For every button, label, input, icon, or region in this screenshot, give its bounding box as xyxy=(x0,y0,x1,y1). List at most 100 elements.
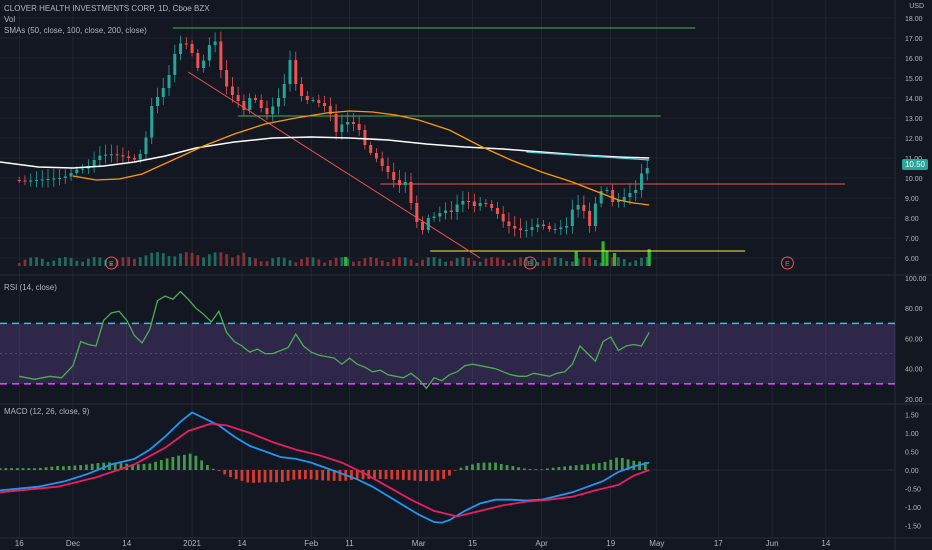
macd-histogram-bar xyxy=(102,462,106,470)
candle-body xyxy=(570,209,574,226)
macd-histogram-bar xyxy=(350,470,353,480)
macd-histogram-bar xyxy=(252,470,255,483)
macd-histogram-bar xyxy=(275,470,278,483)
volume-bar xyxy=(202,257,205,266)
price-tick-label-2: 16.00 xyxy=(905,56,923,63)
volume-bar xyxy=(524,257,528,266)
macd-histogram-bar xyxy=(27,468,31,470)
macd-histogram-bar xyxy=(188,453,192,470)
volume-bar xyxy=(190,252,194,266)
candle-body xyxy=(444,210,448,213)
macd-histogram-bar xyxy=(96,463,100,470)
volume-bar xyxy=(496,257,499,266)
rsi-tick-label-2: 60.00 xyxy=(905,336,923,343)
volume-bar xyxy=(432,257,436,266)
volume-bar xyxy=(542,260,545,266)
earnings-marker-1 xyxy=(523,256,537,270)
rsi-line xyxy=(19,290,650,390)
macd-histogram-bar xyxy=(217,470,221,471)
macd-histogram-bar xyxy=(569,465,572,470)
candle-body xyxy=(75,169,79,173)
volume-bar xyxy=(300,259,303,266)
volume-bar xyxy=(52,260,56,266)
earnings-marker-label-1: E xyxy=(528,261,533,268)
macd-histogram-bar xyxy=(580,464,584,470)
volume-bar xyxy=(340,257,344,266)
earnings-marker-0 xyxy=(104,256,118,270)
candle-body xyxy=(616,200,620,202)
volume-bar xyxy=(46,261,50,266)
price-tick-label-5: 13.00 xyxy=(905,116,923,123)
macd-histogram-bar xyxy=(603,461,607,470)
candle-body xyxy=(553,229,557,230)
candle-body xyxy=(524,230,528,231)
volume-bar xyxy=(167,256,171,266)
volume-bar xyxy=(305,257,309,266)
candle-body xyxy=(421,222,425,230)
candle-body xyxy=(69,173,73,177)
volume-bar xyxy=(23,259,27,266)
candle-body xyxy=(265,108,269,114)
x-tick-label-14: 14 xyxy=(821,539,830,548)
x-tick-label-9: Apr xyxy=(535,539,548,548)
macd-histogram-bar xyxy=(303,470,307,480)
volume-bar xyxy=(259,261,263,266)
macd-histogram-bar xyxy=(396,470,399,480)
volume-bar xyxy=(277,257,280,266)
candle-body xyxy=(63,176,67,178)
candle-body xyxy=(115,154,119,156)
volume-bar xyxy=(161,253,165,266)
macd-histogram-bar xyxy=(171,457,175,470)
x-tick-label-13: Jun xyxy=(766,539,779,548)
volume-bar xyxy=(346,258,350,266)
candle-body xyxy=(403,182,407,185)
volume-bar xyxy=(507,262,511,266)
macd-histogram-bar xyxy=(338,470,342,482)
volume-bar xyxy=(144,255,148,266)
macd-histogram-bar xyxy=(234,470,238,480)
candle-body xyxy=(132,158,136,160)
volume-bar xyxy=(75,260,79,266)
macd-histogram-bar xyxy=(574,465,578,470)
macd-histogram-bar xyxy=(511,466,515,470)
volume-bar xyxy=(645,257,649,266)
candle-body xyxy=(288,60,292,84)
macd-histogram-bar xyxy=(528,469,532,470)
macd-histogram-bar xyxy=(142,463,146,470)
macd-histogram-bar xyxy=(50,466,54,470)
macd-histogram-bar xyxy=(321,470,325,481)
macd-tick-label-5: -1.00 xyxy=(905,505,921,512)
rsi-tick-label-4: 20.00 xyxy=(905,397,923,404)
volume-bar xyxy=(81,261,84,266)
volume-bar xyxy=(69,258,73,266)
candle-body xyxy=(127,156,131,158)
macd-histogram-bar xyxy=(453,470,457,471)
candle-body xyxy=(58,178,62,179)
candle-body xyxy=(282,84,286,98)
macd-histogram-bar xyxy=(292,470,296,480)
volume-bar xyxy=(380,260,384,266)
candle-body xyxy=(167,75,171,88)
candle-body xyxy=(582,205,586,211)
macd-histogram-bar xyxy=(384,470,388,480)
candle-body xyxy=(81,168,85,170)
macd-histogram-bar xyxy=(367,470,371,479)
x-tick-label-11: May xyxy=(649,539,664,548)
candle-body xyxy=(202,60,206,68)
rsi-legend: RSI (14, close) xyxy=(4,283,57,292)
candle-body xyxy=(294,60,298,84)
macd-histogram-bar xyxy=(136,464,140,470)
earnings-marker-2 xyxy=(780,256,794,270)
candle-body xyxy=(415,203,419,222)
volume-bar xyxy=(58,257,61,266)
candle-body xyxy=(219,41,223,70)
volume-bar xyxy=(225,254,229,266)
candle-body xyxy=(17,180,21,181)
macd-histogram-bar xyxy=(240,470,244,481)
macd-histogram-bar xyxy=(494,462,497,470)
macd-histogram-bar xyxy=(10,468,13,470)
macd-histogram-bar xyxy=(522,468,526,470)
volume-bar xyxy=(467,258,471,266)
macd-histogram-bar xyxy=(194,455,198,470)
